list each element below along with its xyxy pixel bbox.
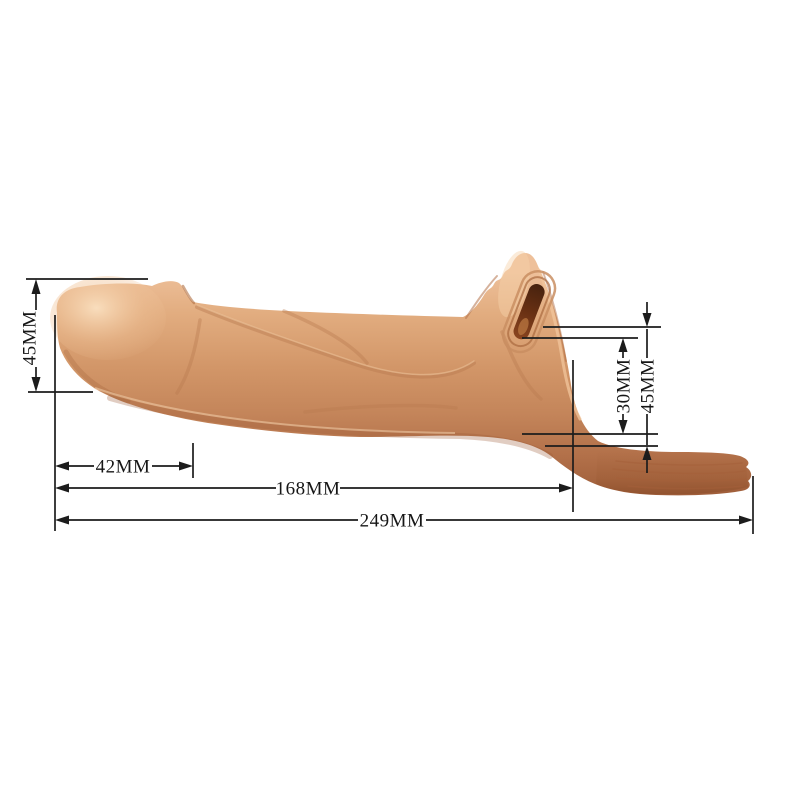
upright-crease <box>465 275 498 319</box>
upright-highlight <box>498 250 530 318</box>
strap-handle-ribs <box>612 460 747 490</box>
head-highlight <box>50 276 166 360</box>
slot-outer-groove <box>501 270 557 354</box>
vein-line <box>196 304 475 376</box>
dim-arrowhead <box>642 313 652 327</box>
dim-arrowhead <box>31 279 41 294</box>
dim-arrowhead <box>559 483 573 493</box>
dim-label-head-diameter: 45MM <box>20 311 41 366</box>
corona-crease <box>181 284 196 305</box>
vein-line <box>195 305 476 379</box>
dim-head-diameter: 45MM <box>20 278 148 393</box>
dim-arrowhead <box>31 377 41 392</box>
dim-base-height: 45MM <box>543 302 661 473</box>
dim-arrowhead <box>55 461 69 471</box>
strap-handle-shade <box>596 441 748 495</box>
dimension-annotations: 45MM 42MM 168MM 24 <box>20 278 754 534</box>
rib-line <box>615 460 743 466</box>
slot-hole-reflection <box>518 318 529 336</box>
dim-sleeve-length: 168MM <box>55 360 574 512</box>
dim-label-total-length: 249MM <box>360 511 425 532</box>
vein-line <box>500 330 543 401</box>
dim-arrowhead <box>179 461 193 471</box>
shaft-bottom-rim-light <box>94 387 456 434</box>
vein-line <box>303 403 458 414</box>
dim-arrowhead <box>739 515 753 525</box>
strap-slot <box>501 270 557 354</box>
dim-label-base-height: 45MM <box>638 359 659 414</box>
dim-label-sleeve-length: 168MM <box>276 479 341 500</box>
dim-arrowhead <box>618 338 628 352</box>
dim-arrowhead <box>55 483 69 493</box>
rib-line <box>616 477 747 482</box>
vein-line <box>175 318 202 395</box>
dim-arrowhead <box>642 446 652 460</box>
shaft-bottom-shadow <box>107 395 553 459</box>
rib-line <box>627 485 743 490</box>
slot-inner-groove <box>507 276 551 348</box>
rib-line <box>612 468 746 475</box>
dim-label-head-length: 42MM <box>96 457 151 478</box>
head-under-shadow <box>63 349 131 404</box>
vein-line <box>282 309 369 365</box>
dim-total-length: 249MM <box>55 476 754 534</box>
dim-head-length: 42MM <box>55 443 194 478</box>
dim-arrowhead <box>55 515 69 525</box>
dim-slot-height: 30MM <box>522 337 658 435</box>
dim-arrowhead <box>618 420 628 434</box>
dim-label-slot-height: 30MM <box>614 359 635 414</box>
